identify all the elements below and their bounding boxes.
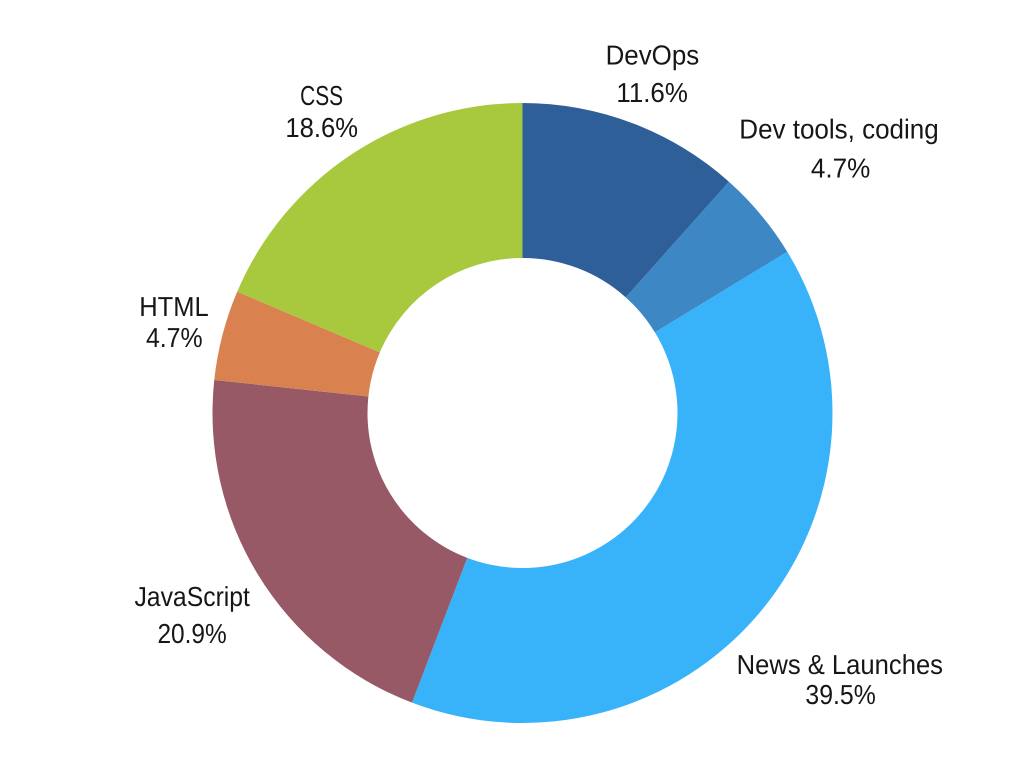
- svg-text:18.6%: 18.6%: [285, 112, 358, 143]
- svg-text:39.5%: 39.5%: [805, 679, 875, 710]
- svg-text:4.7%: 4.7%: [811, 153, 870, 184]
- svg-text:4.7%: 4.7%: [146, 322, 203, 353]
- svg-text:CSS: CSS: [300, 80, 343, 111]
- svg-text:DevOps: DevOps: [606, 40, 700, 71]
- svg-text:20.9%: 20.9%: [157, 618, 226, 649]
- svg-text:JavaScript: JavaScript: [134, 581, 250, 612]
- svg-text:News & Launches: News & Launches: [737, 649, 943, 680]
- svg-text:HTML: HTML: [139, 291, 209, 322]
- svg-text:11.6%: 11.6%: [616, 77, 688, 108]
- svg-text:Dev tools, coding: Dev tools, coding: [739, 114, 938, 145]
